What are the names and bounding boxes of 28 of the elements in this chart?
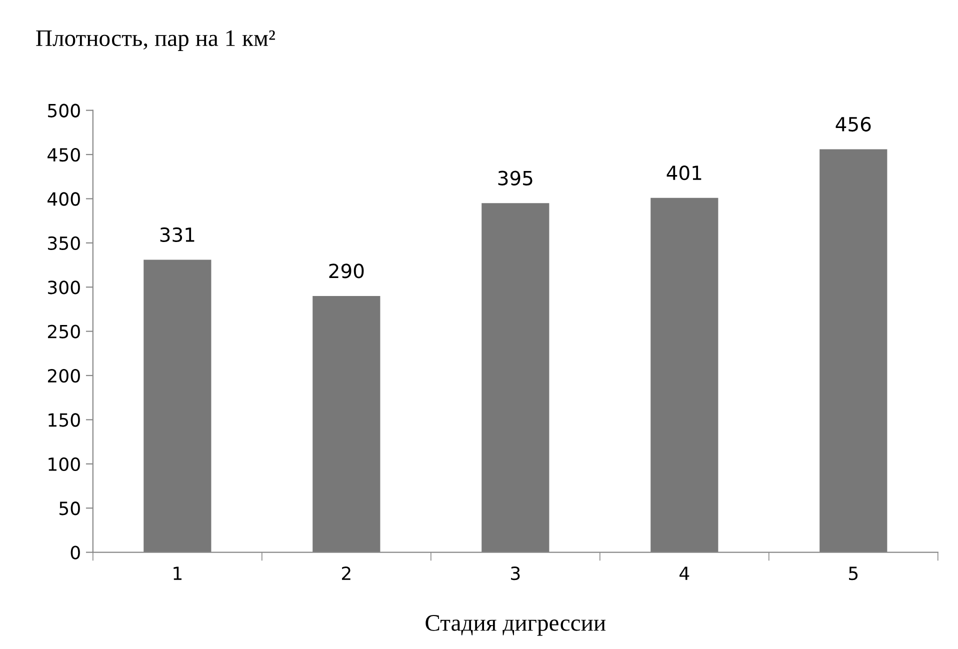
y-tick-label: 300 xyxy=(48,280,80,294)
data-label: 395 xyxy=(498,170,532,186)
x-tick-label: 2 xyxy=(342,566,350,580)
x-tick-label: 3 xyxy=(511,566,520,580)
chart-title: Плотность, пар на 1 км² xyxy=(36,30,275,51)
y-tick-label: 50 xyxy=(60,502,80,516)
data-label: 401 xyxy=(666,165,702,180)
data-label: 290 xyxy=(329,264,364,278)
y-tick-label: 350 xyxy=(48,236,80,250)
x-tick-label: 1 xyxy=(174,566,182,580)
y-tick-label: 250 xyxy=(48,324,80,338)
data-label: 456 xyxy=(836,116,871,132)
y-tick-label: 400 xyxy=(48,192,80,206)
y-tick-label: 500 xyxy=(48,104,80,118)
x-axis-title: Стадия дигрессии xyxy=(426,615,606,636)
y-tick-label: 0 xyxy=(70,546,80,560)
bar xyxy=(650,198,718,552)
bar xyxy=(482,203,550,552)
data-label: 331 xyxy=(160,227,194,242)
y-tick-label: 450 xyxy=(48,148,80,162)
bar xyxy=(820,149,888,552)
y-tick-label: 100 xyxy=(48,457,80,472)
x-tick-label: 5 xyxy=(849,566,858,580)
y-tick-label: 200 xyxy=(48,368,80,383)
x-tick-label: 4 xyxy=(680,566,690,580)
y-tick-label: 150 xyxy=(48,413,80,427)
bar xyxy=(144,260,212,552)
bar xyxy=(312,296,380,552)
